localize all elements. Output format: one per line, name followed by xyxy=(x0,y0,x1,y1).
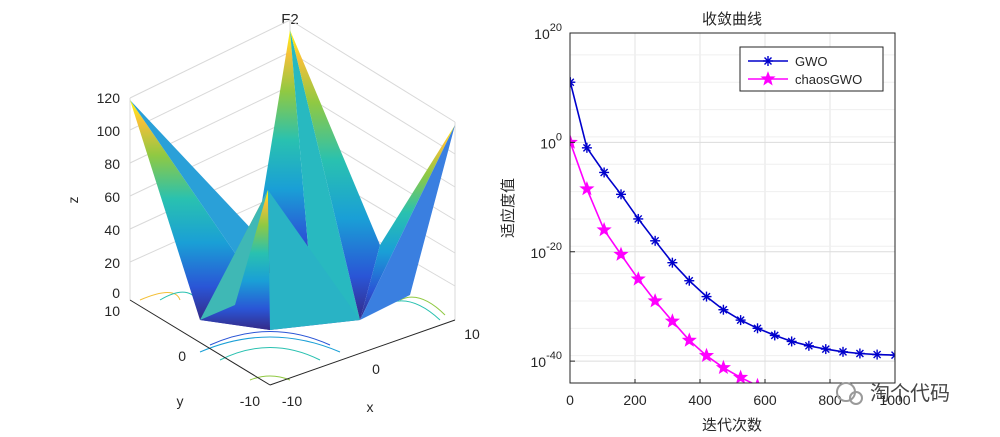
wechat-icon-bubble xyxy=(849,391,863,405)
data-point xyxy=(803,340,814,351)
convergence-plot: 收敛曲线 0 200 400 600 800 1000 1020 100 10-20 10-40… xyxy=(499,10,911,434)
x-tick: -10 xyxy=(282,393,302,409)
data-point xyxy=(664,313,680,328)
watermark: 淘个代码 xyxy=(836,381,950,405)
data-point xyxy=(701,291,712,302)
data-point xyxy=(752,323,763,334)
data-point xyxy=(698,347,715,363)
x-tick-label: 800 xyxy=(818,392,842,408)
data-point xyxy=(667,257,678,268)
data-point xyxy=(755,377,760,383)
x-tick-label: 600 xyxy=(753,392,777,408)
data-point xyxy=(650,235,661,246)
z-tick: 40 xyxy=(104,222,120,238)
y-tick: 0 xyxy=(178,348,186,364)
y-axis-label: 适应度值 xyxy=(499,178,517,238)
x-tick: 0 xyxy=(372,361,380,377)
data-point xyxy=(854,405,866,417)
x-axis-label: x xyxy=(367,399,374,415)
legend-item-chaosGWO: chaosGWO xyxy=(748,71,862,87)
data-point xyxy=(681,332,697,347)
z-axis-label: z xyxy=(65,197,81,204)
data-point xyxy=(581,142,592,153)
z-tick: 80 xyxy=(104,156,120,172)
data-point xyxy=(633,213,644,224)
legend: GWO chaosGWO xyxy=(739,46,884,92)
y-tick-label: 10-20 xyxy=(531,241,562,261)
data-point xyxy=(616,189,627,200)
data-point xyxy=(718,304,729,315)
x-tick-label: 1000 xyxy=(879,392,910,408)
z-tick: 60 xyxy=(104,189,120,205)
y-tick-label: 1020 xyxy=(534,22,562,42)
legend-marker xyxy=(763,56,773,66)
y-tick-layer: 1020 100 10-20 10-40 xyxy=(531,22,575,370)
data-point xyxy=(613,246,629,261)
surface-mesh xyxy=(130,30,455,330)
x-tick-layer: 0 200 400 600 800 1000 xyxy=(566,379,911,408)
data-point xyxy=(838,346,848,357)
x-tick: 10 xyxy=(464,326,480,342)
data-point xyxy=(890,350,895,361)
data-point xyxy=(786,392,798,404)
y-tick: 10 xyxy=(104,303,120,319)
z-tick: 120 xyxy=(97,90,121,106)
data-point xyxy=(596,221,612,237)
x-tick-label: 200 xyxy=(623,392,647,408)
data-point xyxy=(599,167,610,178)
z-tick: 0 xyxy=(112,285,120,301)
x-axis: -10 0 10 x xyxy=(282,326,480,415)
surface-front-edges xyxy=(129,299,456,386)
legend-marker xyxy=(760,71,776,86)
z-tick: 20 xyxy=(104,255,120,271)
x-tick-label: 400 xyxy=(688,392,712,408)
data-point xyxy=(715,359,731,375)
data-point xyxy=(735,315,746,326)
data-point xyxy=(872,349,883,360)
y-axis-label: y xyxy=(177,393,184,409)
y-axis: 10 0 -10 y xyxy=(104,303,260,409)
x-tick-label: 0 xyxy=(566,392,574,408)
data-point xyxy=(647,293,663,308)
legend-label: chaosGWO xyxy=(795,72,862,87)
legend-label: GWO xyxy=(795,54,828,69)
data-point xyxy=(579,180,595,196)
watermark-text: 淘个代码 xyxy=(870,381,950,405)
z-axis: 120 100 80 60 40 20 0 z xyxy=(65,90,120,301)
z-tick: 100 xyxy=(97,123,121,139)
data-point xyxy=(684,275,695,286)
y-tick-label: 10-40 xyxy=(531,350,562,370)
data-point xyxy=(871,407,883,419)
y-tick: -10 xyxy=(240,393,260,409)
convergence-title: 收敛曲线 xyxy=(702,10,762,28)
data-point xyxy=(889,408,901,420)
data-point xyxy=(769,330,780,341)
data-point xyxy=(854,348,865,359)
data-point xyxy=(630,271,646,286)
x-axis-label: 迭代次数 xyxy=(702,416,762,434)
data-point xyxy=(733,369,749,383)
data-point xyxy=(820,344,831,355)
data-point xyxy=(786,336,797,347)
legend-box xyxy=(739,46,884,92)
data-point xyxy=(803,396,815,408)
legend-item-GWO: GWO xyxy=(748,54,828,69)
surface-plot: F2 xyxy=(65,11,480,415)
series-chaosGWO xyxy=(570,134,901,420)
surface-title: F2 xyxy=(281,11,299,28)
y-tick-label: 100 xyxy=(540,131,562,151)
plot-frame xyxy=(569,32,896,384)
